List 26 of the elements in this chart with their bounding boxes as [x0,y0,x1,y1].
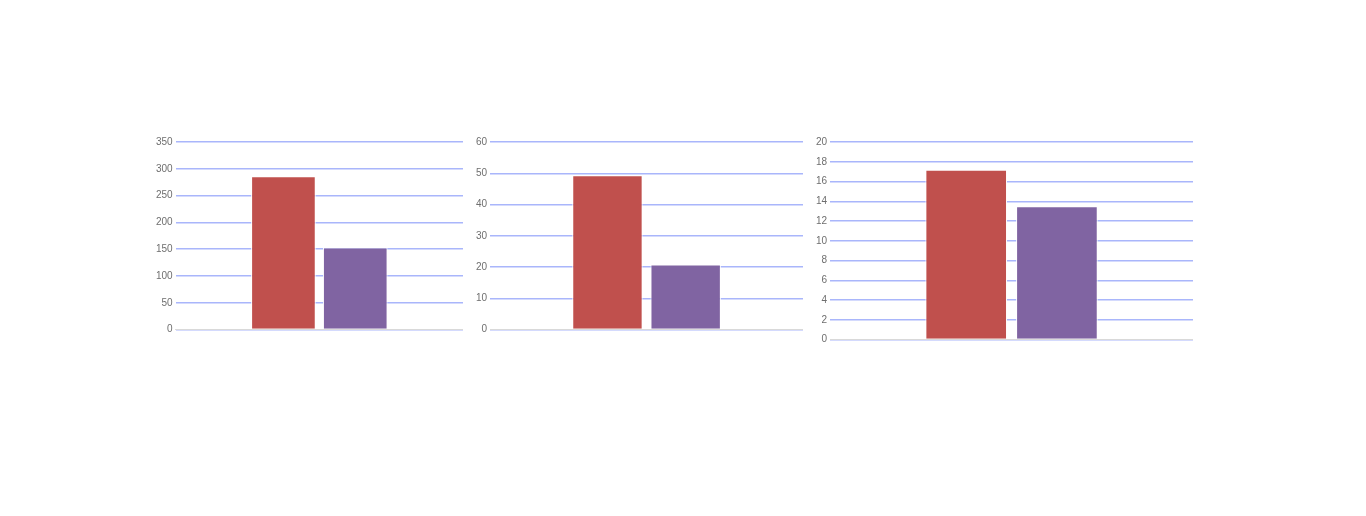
y-tick-label: 100 [156,269,174,281]
y-tick-label: 50 [161,296,174,308]
y-tick-label: 16 [816,175,828,187]
y-tick-label: 40 [476,198,488,210]
y-tick-label: 50 [476,167,488,179]
y-tick-label: 30 [476,229,488,241]
y-tick-label: 20 [816,135,828,147]
y-tick-label: 0 [821,333,828,345]
y-tick-label: 60 [476,135,488,147]
y-tick-label: 10 [816,234,828,246]
y-tick-label: 0 [167,323,174,335]
y-tick-label: 6 [821,274,828,286]
y-tick-label: 200 [156,216,174,228]
y-tick-label: 20 [476,260,488,272]
y-tick-label: 14 [816,195,828,207]
y-tick-label: 8 [821,254,828,266]
y-tick-label: 250 [156,189,174,201]
y-tick-label: 2 [821,313,828,325]
y-tick-label: 18 [816,155,828,167]
y-tick-label: 350 [156,135,174,147]
y-tick-label: 4 [821,293,828,305]
y-tick-label: 150 [156,242,174,254]
y-tick-label: 12 [816,214,828,226]
y-tick-label: 0 [481,323,488,335]
y-tick-label: 300 [156,162,174,174]
y-tick-label: 10 [476,292,488,304]
